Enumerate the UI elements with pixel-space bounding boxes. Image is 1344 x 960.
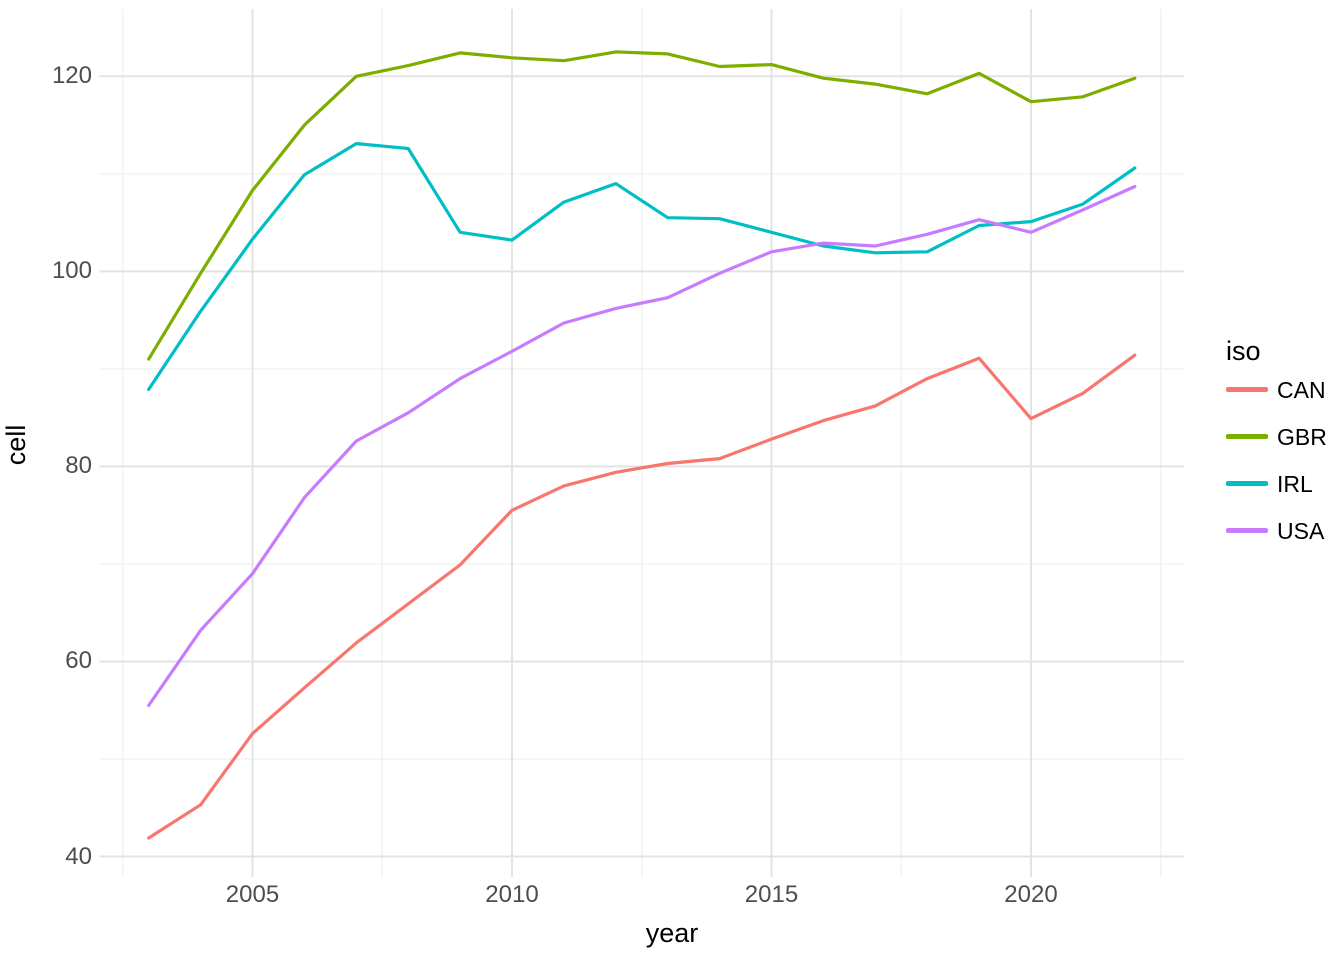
y-tick-label-40: 40 <box>65 842 92 870</box>
y-tick-label-60: 60 <box>65 647 92 675</box>
legend-label-gbr: GBR <box>1277 423 1327 450</box>
legend-item-gbr: GBR <box>1226 413 1327 460</box>
series-line-usa <box>147 184 1137 708</box>
legend-swatch-usa <box>1226 528 1268 533</box>
legend-label-irl: IRL <box>1277 470 1313 497</box>
y-tick-label-100: 100 <box>51 257 92 285</box>
legend-swatch-can <box>1226 387 1268 392</box>
y-axis-title: cell <box>1 424 31 466</box>
data-series-lines <box>147 50 1137 840</box>
legend-label-usa: USA <box>1277 517 1325 544</box>
x-tick-label-2020: 2020 <box>1004 881 1058 908</box>
series-line-gbr <box>147 50 1137 361</box>
x-axis-title: year <box>645 918 699 948</box>
legend-items: CAN GBR IRL USA <box>1226 366 1327 554</box>
legend-title: iso <box>1226 336 1261 366</box>
y-tick-label-80: 80 <box>65 452 92 480</box>
legend-swatch-gbr <box>1226 434 1268 439</box>
minor-gridlines <box>99 9 1185 877</box>
x-tick-label-2010: 2010 <box>485 881 539 908</box>
series-line-irl <box>147 142 1137 391</box>
x-tick-label-2005: 2005 <box>225 881 280 908</box>
major-gridlines <box>99 9 1185 877</box>
legend-swatch-irl <box>1226 481 1268 486</box>
y-tick-label-120: 120 <box>51 62 92 90</box>
legend-label-can: CAN <box>1277 376 1326 403</box>
series-line-can <box>147 353 1137 840</box>
legend-item-usa: USA <box>1226 507 1327 554</box>
legend-item-irl: IRL <box>1226 460 1327 507</box>
legend-item-can: CAN <box>1226 366 1327 413</box>
x-tick-label-2015: 2015 <box>744 881 799 908</box>
